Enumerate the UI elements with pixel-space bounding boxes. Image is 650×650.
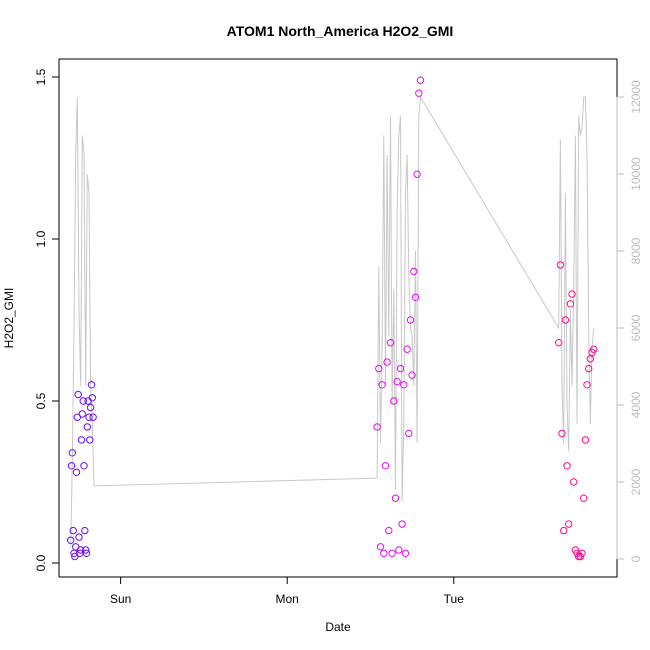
x-axis: Sun Mon Tue [110,576,465,606]
x-tick-label: Mon [276,592,299,606]
data-point [400,381,408,389]
data-point [376,543,385,551]
data-point [556,261,565,269]
data-point [581,436,590,444]
data-point [416,76,425,84]
data-point [82,549,91,557]
data-point [88,394,97,402]
data-point [373,423,381,431]
data-point [395,546,403,554]
data-point [566,300,575,308]
data-point [558,429,566,438]
data-point [403,345,411,353]
data-point [74,390,82,399]
data-point [396,364,405,373]
data-point [585,364,593,373]
y-axis-left: 0.0 0.5 1.0 1.5 [34,68,60,571]
data-point [69,526,77,535]
data-point [85,413,93,421]
data-point [406,316,415,324]
data-point [408,371,416,379]
data-point [383,358,391,366]
y-tick-label: 0.0 [34,554,48,571]
altitude-line [70,95,595,548]
data-point [82,546,90,554]
y-tick-label: 1.0 [34,230,48,247]
data-point [67,536,75,544]
y2-tick-label: 12000 [629,80,643,114]
data-point [75,533,83,541]
data-point [378,381,386,389]
data-point [86,436,94,444]
x-axis-label: Date [325,620,351,634]
y2-tick-label: 4000 [629,391,643,418]
y2-tick-label: 8000 [629,237,643,264]
data-point [381,462,390,470]
data-point [410,267,418,276]
y-axis-label: H2O2_GMI [2,288,16,349]
data-point [68,449,77,457]
data-point [401,549,410,557]
data-point [398,520,406,528]
y-axis-right: 0 2000 4000 6000 8000 10000 12000 [616,80,643,562]
data-point [81,526,89,535]
data-point [411,293,420,301]
data-point [586,355,594,363]
plot-frame [58,58,618,578]
data-point [563,462,571,470]
data-point [390,397,398,405]
y2-tick-label: 10000 [629,157,643,191]
data-point [578,549,586,557]
data-point [70,549,78,557]
data-point [580,494,588,502]
data-point [590,345,598,353]
data-point [87,381,96,389]
data-point [561,316,570,324]
data-point [80,462,88,470]
data-point [415,89,423,97]
data-point [388,549,396,557]
data-point [386,339,395,347]
y-tick-label: 0.5 [34,392,48,409]
x-tick-label: Sun [110,592,131,606]
data-point [83,423,92,431]
data-point [72,468,81,476]
data-points [67,76,598,561]
data-point [89,413,97,421]
y-tick-label: 1.5 [34,68,48,85]
y2-tick-label: 2000 [629,468,643,495]
chart-title: ATOM1 North_America H2O2_GMI [227,23,454,39]
data-point [568,290,576,298]
data-point [375,364,383,373]
x-tick-label: Tue [444,592,465,606]
altitude-series-line [70,95,595,548]
data-point [413,170,421,178]
data-point [67,462,76,470]
data-point [405,429,413,438]
data-point [78,410,87,418]
data-point [555,339,563,347]
data-point [560,526,568,535]
data-point [79,397,87,405]
data-point [84,397,92,405]
data-point [393,377,401,386]
data-point [570,478,578,486]
data-point [565,520,573,528]
data-point [380,549,388,557]
data-point [77,546,85,554]
data-point [391,494,400,502]
data-point [385,526,393,535]
data-point [86,403,95,412]
data-point [583,381,591,389]
data-point [77,436,86,444]
y2-tick-label: 6000 [629,314,643,341]
y2-tick-label: 0 [629,555,643,562]
